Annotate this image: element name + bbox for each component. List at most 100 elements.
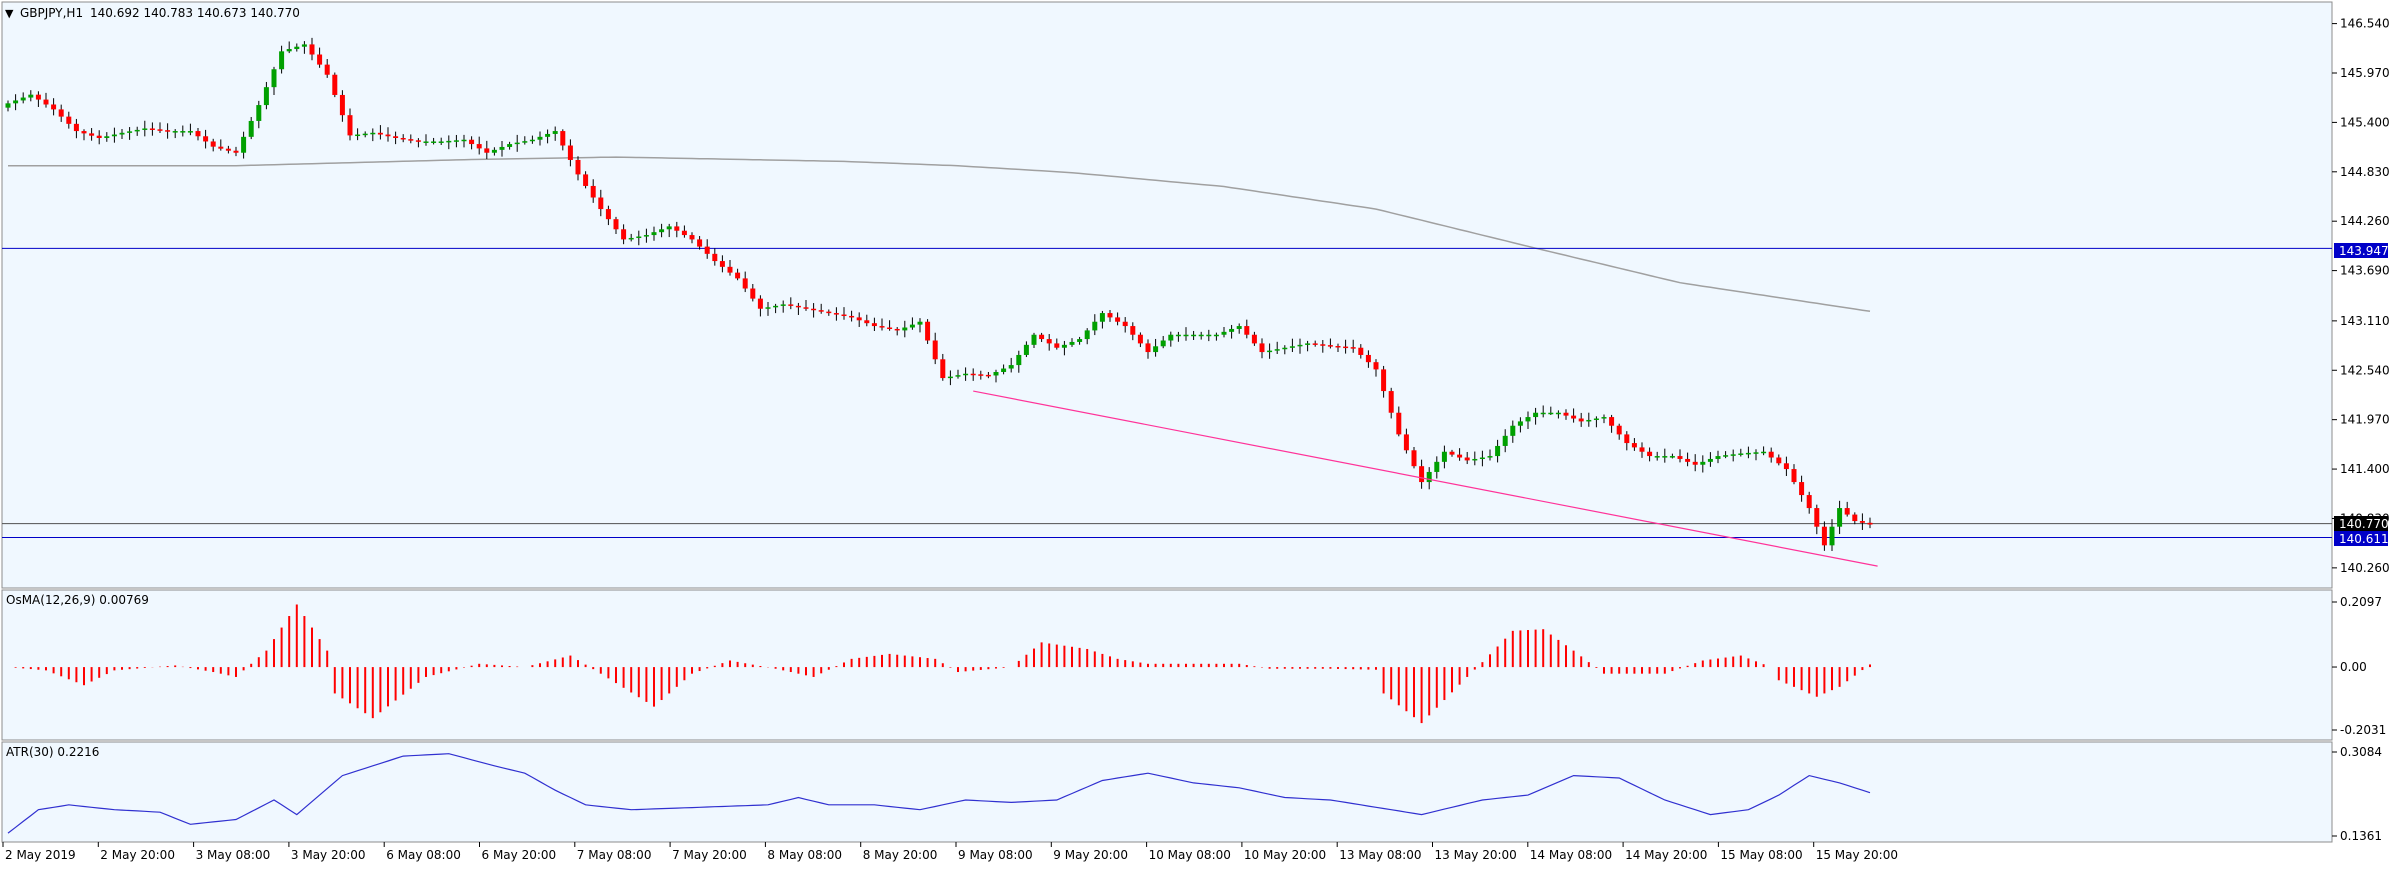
candle (1669, 453, 1675, 459)
candle (1251, 331, 1257, 346)
candle (1312, 340, 1318, 347)
candle (1662, 448, 1668, 463)
candle (750, 283, 756, 302)
candle (621, 224, 627, 245)
level-low-tag-bg (2334, 531, 2388, 546)
candle (1191, 330, 1197, 341)
candle (1206, 329, 1212, 342)
candle (1540, 405, 1546, 418)
candle (1753, 449, 1759, 461)
candle (856, 312, 862, 327)
candle (773, 303, 779, 314)
candle (1479, 450, 1485, 467)
candle (651, 226, 657, 241)
candle (1761, 446, 1767, 456)
candle (35, 91, 41, 107)
candle (1388, 387, 1394, 419)
candle (1517, 417, 1523, 433)
candle (1092, 314, 1098, 336)
candle (1700, 455, 1706, 473)
candle (727, 260, 733, 276)
candle (241, 131, 247, 159)
price-tick-label: 141.400 (2340, 462, 2390, 476)
level-high-tag-text: 143.947 (2339, 244, 2389, 258)
candle (1707, 452, 1713, 467)
candle (469, 136, 475, 150)
candle (605, 205, 611, 226)
candle (1183, 327, 1189, 341)
time-axis: 2 May 2019 2 May 20:00 3 May 08:00 3 May 20… (2, 842, 1898, 862)
candle (1692, 454, 1698, 472)
time-tick-label: 14 May 08:00 (1530, 848, 1612, 862)
candle (286, 41, 292, 54)
candle (932, 332, 938, 365)
candle (73, 118, 79, 139)
candle (370, 128, 376, 142)
level-low-tag: 140.611 (2334, 531, 2389, 546)
candle (879, 318, 885, 331)
candle (1259, 338, 1265, 359)
price-panel[interactable] (1, 1, 2333, 589)
candle (947, 370, 953, 386)
candle (1016, 350, 1022, 373)
candle (689, 232, 695, 244)
osma-panel[interactable] (1, 589, 2333, 741)
time-tick-label: 9 May 08:00 (958, 848, 1033, 862)
candle (1510, 420, 1516, 443)
trendline-layer (973, 390, 1878, 567)
candle (332, 72, 338, 98)
candle (1046, 334, 1052, 351)
candle (119, 128, 125, 139)
candle (20, 92, 26, 104)
candle (1122, 317, 1128, 333)
candle (1335, 343, 1341, 352)
candle (643, 228, 649, 243)
candle (1282, 345, 1288, 355)
candles-layer (5, 37, 1873, 551)
candle (1487, 449, 1493, 461)
candle (1358, 344, 1364, 359)
candle (826, 309, 832, 316)
candle (1175, 331, 1181, 342)
candle (1616, 423, 1622, 440)
candle (81, 129, 87, 141)
candle (142, 120, 148, 137)
time-tick-label: 3 May 20:00 (291, 848, 366, 862)
candle (1229, 324, 1235, 339)
level-low-tag-text: 140.611 (2339, 532, 2389, 546)
candle (195, 127, 201, 141)
time-tick-label: 15 May 08:00 (1720, 848, 1802, 862)
candle (833, 307, 839, 321)
atr-panel[interactable] (1, 741, 2333, 843)
candle (1472, 451, 1478, 466)
candle (5, 100, 11, 112)
menu-arrow-icon[interactable]: ▼ (5, 7, 14, 20)
candle (1061, 340, 1067, 356)
candle (256, 100, 262, 129)
current-price-tag-text: 140.770 (2339, 517, 2389, 531)
candle (925, 319, 931, 344)
time-tick-label: 8 May 20:00 (863, 848, 938, 862)
candle (1441, 445, 1447, 469)
candle (1434, 456, 1440, 479)
candle (446, 135, 452, 150)
candle (1426, 467, 1432, 490)
trendline[interactable] (973, 390, 1878, 567)
candle (66, 111, 72, 129)
time-tick-label: 13 May 20:00 (1435, 848, 1517, 862)
candle (89, 128, 95, 141)
candle (1723, 451, 1729, 459)
moving-average-layer (8, 156, 1871, 313)
candle (514, 134, 520, 152)
candle (1639, 442, 1645, 458)
candle (803, 300, 809, 311)
candle (1844, 501, 1850, 517)
time-tick-label: 6 May 20:00 (482, 848, 557, 862)
candle (1730, 449, 1736, 462)
candle (507, 141, 513, 150)
candle (225, 145, 231, 154)
candle (491, 147, 497, 156)
atr-line (7, 753, 1871, 834)
